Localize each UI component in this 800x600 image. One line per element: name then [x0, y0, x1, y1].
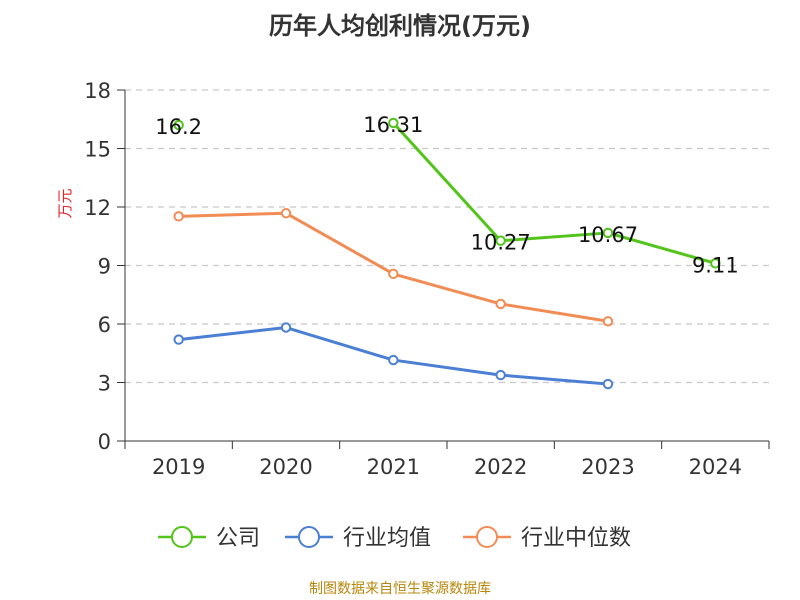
data-point	[280, 208, 292, 219]
legend-marker	[298, 526, 320, 548]
legend: 公司 行业均值 行业中位数	[158, 526, 631, 551]
series-line	[178, 211, 609, 323]
legend-marker	[476, 526, 498, 548]
data-point	[388, 117, 399, 129]
data-labels: 16.2 16.31 10.27 10.67 9.11	[155, 113, 738, 277]
legend-marker	[171, 526, 193, 548]
y-tick-label: 18	[84, 79, 111, 103]
x-tick-label: 2022	[474, 455, 527, 479]
data-point	[173, 334, 184, 345]
grid-lines	[125, 89, 769, 384]
data-point	[602, 316, 614, 327]
y-tick-label: 3	[98, 372, 111, 396]
x-tick-label: 2019	[152, 455, 205, 479]
data-point	[388, 268, 399, 280]
data-point	[495, 235, 506, 246]
axes: 0 3 6 9 12 15 18 2019 2020 2021 2022 2023 2024 万元	[56, 79, 770, 479]
data-point	[602, 378, 614, 390]
data-label: 10.67	[578, 223, 638, 247]
y-tick-label: 15	[84, 138, 111, 162]
y-axis-label: 万元	[56, 188, 74, 218]
legend-item: 行业中位数	[463, 526, 631, 551]
legend-label: 公司	[216, 526, 260, 551]
y-tick-label: 12	[84, 196, 111, 220]
data-point	[173, 119, 184, 131]
legend-label: 行业均值	[343, 526, 431, 551]
data-point	[280, 322, 292, 333]
series-lines	[173, 117, 721, 390]
data-point	[710, 258, 721, 269]
y-tick-label: 0	[98, 430, 111, 454]
data-point	[388, 354, 399, 366]
chart-title: 历年人均创利情况(万元)	[269, 12, 531, 40]
y-tick-label: 6	[98, 313, 111, 337]
source-note: 制图数据来自恒生聚源数据库	[309, 581, 491, 597]
data-label: 16.2	[155, 115, 202, 139]
data-label: 10.27	[471, 231, 531, 255]
data-point	[495, 369, 506, 381]
data-label: 9.11	[692, 253, 739, 277]
x-tick-label: 2023	[581, 455, 634, 479]
x-tick-label: 2021	[367, 455, 420, 479]
legend-item: 行业均值	[285, 526, 431, 551]
y-tick-label: 9	[98, 255, 111, 279]
x-tick-label: 2020	[259, 455, 312, 479]
legend-label: 行业中位数	[521, 526, 631, 551]
data-point	[173, 211, 184, 222]
x-tick-label: 2024	[689, 455, 742, 479]
data-point	[495, 298, 506, 310]
data-point	[602, 227, 614, 239]
legend-item: 公司	[158, 526, 260, 551]
series-line	[392, 121, 716, 265]
data-label: 16.31	[363, 113, 423, 137]
